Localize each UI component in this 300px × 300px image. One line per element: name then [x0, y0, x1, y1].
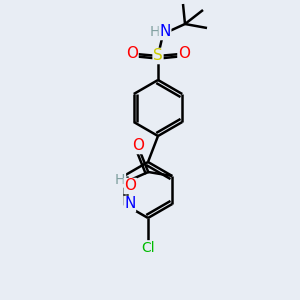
- Text: H: H: [150, 25, 160, 39]
- Text: O: O: [124, 178, 136, 194]
- Text: N: N: [124, 196, 135, 211]
- Text: Cl: Cl: [141, 241, 155, 255]
- Text: O: O: [178, 46, 190, 62]
- Text: O: O: [132, 139, 144, 154]
- Text: H: H: [115, 173, 125, 187]
- Text: S: S: [153, 49, 163, 64]
- Text: O: O: [126, 46, 138, 62]
- Text: N: N: [159, 25, 171, 40]
